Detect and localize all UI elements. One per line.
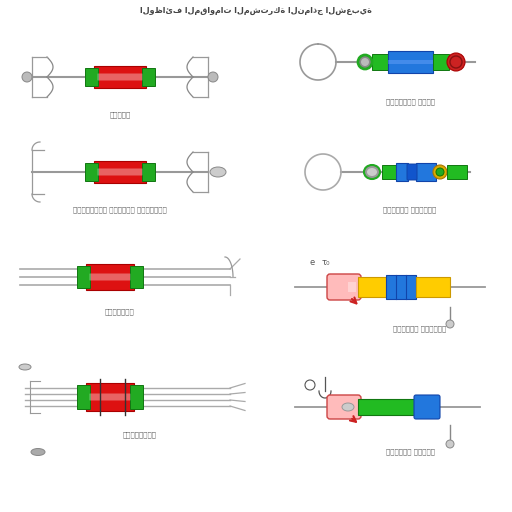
Bar [130,385,143,409]
Bar [94,66,146,88]
Bar [358,277,386,297]
Text: ابراد: ابراد [110,112,131,118]
Text: الوظائف المقاومات المشتركة النماذج الشعبية: الوظائف المقاومات المشتركة النماذج الشعب… [140,6,372,15]
Circle shape [447,53,465,71]
FancyBboxPatch shape [90,273,131,281]
Bar [447,165,467,179]
Ellipse shape [342,403,354,411]
Text: المقاومة متعددة الطبقات: المقاومة متعددة الطبقات [73,207,167,214]
Ellipse shape [364,165,380,179]
Ellipse shape [367,168,377,176]
FancyBboxPatch shape [90,394,131,400]
Bar [86,383,134,411]
Bar [388,51,433,73]
Circle shape [208,72,218,82]
Bar [396,163,408,181]
Text: τ₀: τ₀ [322,258,331,267]
Bar [358,399,416,415]
Circle shape [446,320,454,328]
Bar [85,163,98,181]
Bar [416,277,450,297]
Text: سيراميك ملتف: سيراميك ملتف [386,99,435,105]
Ellipse shape [31,449,45,456]
Bar [142,68,155,86]
FancyBboxPatch shape [327,274,361,300]
Text: e: e [310,258,315,267]
Text: فيوزبراس: فيوزبراس [123,432,157,438]
Text: مقاومة الشبكة: مقاومة الشبكة [393,326,446,332]
Bar [142,163,155,181]
Text: مقاومة المبرد: مقاومة المبرد [383,207,437,214]
FancyBboxPatch shape [407,164,417,180]
Bar [433,54,449,70]
Bar [86,264,134,290]
Circle shape [22,72,32,82]
FancyBboxPatch shape [97,168,142,176]
Bar [77,266,90,288]
Ellipse shape [210,167,226,177]
Bar [416,163,436,181]
Bar [348,282,356,292]
Ellipse shape [433,165,447,179]
Text: كاسنوفا: كاسنوفا [105,309,135,315]
FancyBboxPatch shape [327,395,361,419]
Bar [388,60,433,64]
Bar [85,68,98,86]
Bar [382,165,396,179]
Bar [386,275,416,299]
Bar [130,266,143,288]
Ellipse shape [19,364,31,370]
Circle shape [361,58,369,66]
FancyBboxPatch shape [97,74,142,80]
FancyBboxPatch shape [414,395,440,419]
Text: مقاومة الحمل: مقاومة الحمل [386,449,435,455]
Bar [77,385,90,409]
Bar [94,161,146,183]
Ellipse shape [436,168,444,176]
Bar [372,54,388,70]
Circle shape [358,55,372,69]
Circle shape [446,440,454,448]
